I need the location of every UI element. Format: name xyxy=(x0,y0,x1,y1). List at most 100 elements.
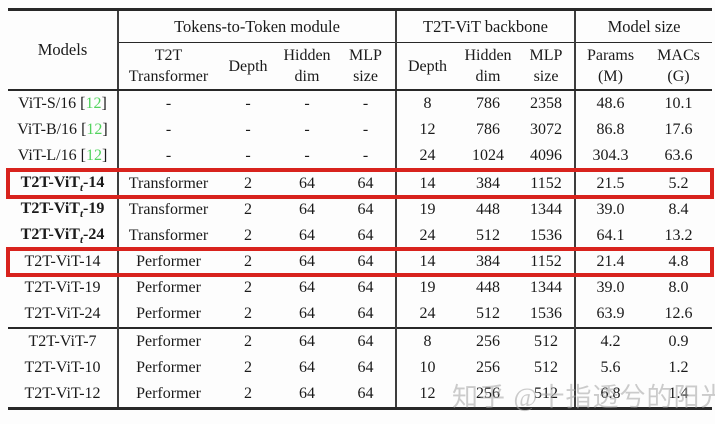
cell: 39.0 xyxy=(596,279,625,296)
cell: 1.4 xyxy=(668,385,689,402)
cell: 64 xyxy=(278,327,336,355)
cell: 448 xyxy=(476,279,500,296)
cell: 2 xyxy=(218,327,278,355)
cell: - xyxy=(304,95,310,112)
cell: 14 xyxy=(419,253,436,270)
cell: 256 xyxy=(458,327,518,355)
cell: 24 xyxy=(419,147,436,164)
cell: - xyxy=(245,95,251,112)
cell: 64 xyxy=(336,327,397,355)
cell: 64 xyxy=(336,381,397,409)
citation-number: 12 xyxy=(85,95,102,112)
cell: 384 xyxy=(476,253,500,270)
cell: 64 xyxy=(336,169,397,197)
cell: 21.4 xyxy=(596,253,625,270)
header-line: Hidden xyxy=(283,47,331,64)
cell: 512 xyxy=(476,305,500,322)
header-line: size xyxy=(353,68,378,85)
cell: 2 xyxy=(244,279,252,296)
cell: 1152 xyxy=(518,249,576,275)
column-header-macs: MACs (G) xyxy=(645,42,713,91)
column-header-t2t-hidden-dim: Hidden dim xyxy=(278,42,336,91)
cell: - xyxy=(245,147,251,164)
cell: - xyxy=(304,121,310,138)
cell: Transformer xyxy=(128,201,209,218)
cell: 64 xyxy=(336,197,397,223)
column-header-backbone-depth: Depth xyxy=(396,42,458,91)
cell: 12.6 xyxy=(664,305,693,322)
column-group-t2t-vit-backbone: T2T-ViT backbone xyxy=(396,9,576,43)
cell: 256 xyxy=(476,385,500,402)
table-row: T2T-ViT-14 Performer 2 64 64 14 384 1152 21.4 4.8 xyxy=(5,247,715,277)
cell: Performer xyxy=(136,305,201,322)
cell: 13.2 xyxy=(664,227,693,244)
header-group-row: Models Tokens-to-Token module T2T-ViT ba… xyxy=(8,9,713,91)
cell: 64 xyxy=(336,223,397,249)
cell: 14 xyxy=(396,169,458,197)
header-line: Depth xyxy=(407,57,448,75)
cell: 64 xyxy=(336,249,397,275)
cell: 21.5 xyxy=(575,169,645,197)
cell: 19 xyxy=(419,201,436,218)
citation-number: 12 xyxy=(86,121,103,138)
column-header-t2t-mlp-size: MLP size xyxy=(336,42,397,91)
cell: 2 xyxy=(244,385,252,402)
cell: Transformer xyxy=(128,227,209,244)
model-name: ViT-B/16 [12] xyxy=(8,117,119,143)
cell: 3072 xyxy=(518,117,576,143)
cell: 448 xyxy=(476,201,500,218)
column-header-t2t-depth: Depth xyxy=(218,42,278,91)
cell: 2 xyxy=(244,227,252,244)
column-header-params: Params (M) xyxy=(575,42,645,91)
cell: 64 xyxy=(336,275,397,301)
header-line: dim xyxy=(294,68,320,85)
cell: 8.0 xyxy=(668,279,689,296)
model-name: ViT-L/16 [12] xyxy=(8,143,119,170)
cell: 512 xyxy=(518,381,576,409)
header-line: Hidden xyxy=(464,47,512,64)
cell: Performer xyxy=(118,327,218,355)
cell: 2 xyxy=(244,253,252,270)
cell: 512 xyxy=(518,355,576,381)
cell: 5.2 xyxy=(645,169,713,197)
cell: 2 xyxy=(244,305,252,322)
header-line: Depth xyxy=(228,57,268,75)
model-name: T2T-ViT-19 xyxy=(8,275,119,301)
cell: 304.3 xyxy=(592,147,629,164)
table-row: T2T-ViTt-19 Transformer 2 64 64 19 448 1344 39.0… xyxy=(8,197,712,223)
cell: 384 xyxy=(458,169,518,197)
cell: Transformer xyxy=(118,169,218,197)
cell: 1024 xyxy=(472,147,504,164)
model-name: T2T-ViTt-19 xyxy=(8,197,119,223)
table-row: ViT-S/16 [12] - - - - 8 786 2358 48.6 10.1 xyxy=(8,90,712,117)
cell: 86.8 xyxy=(596,121,625,138)
table-row: ViT-L/16 [12] - - - - 24 1024 4096 304.3 63.6 xyxy=(8,143,712,170)
header-sub-row: T2T Transformer Depth Hidden dim MLP siz… xyxy=(8,42,713,91)
header-line: size xyxy=(533,68,559,85)
column-header-t2t-transformer: T2T Transformer xyxy=(118,42,218,91)
cell: 64 xyxy=(299,227,315,244)
cell: 64 xyxy=(299,385,315,402)
citation-number: 12 xyxy=(85,147,102,164)
cell: 5.6 xyxy=(600,359,621,376)
cell: 1344 xyxy=(518,197,576,223)
table-row: T2T-ViTt-14 Transformer 2 64 64 14 384 1152 21.5… xyxy=(5,168,715,199)
cell: 8 xyxy=(396,327,458,355)
cell: 1536 xyxy=(518,223,576,249)
table-row: T2T-ViT-7 Performer 2 64 64 8 256 512 4.2 0.9 xyxy=(8,327,713,355)
cell: 512 xyxy=(518,327,576,355)
header-line: Params xyxy=(586,47,635,64)
table-row: T2T-ViT-24 Performer 2 64 64 24 512 1536 63.9 12.… xyxy=(8,301,712,328)
column-header-backbone-mlp-size: MLP size xyxy=(518,42,576,91)
cell: 4096 xyxy=(518,143,576,170)
cell: 1152 xyxy=(518,169,576,197)
cell: 256 xyxy=(476,359,500,376)
cell: 64 xyxy=(278,169,336,197)
cell: 6.8 xyxy=(600,385,621,402)
cell: 64 xyxy=(299,305,315,322)
cell: - xyxy=(336,117,397,143)
cell: - xyxy=(336,143,397,170)
cell: 1536 xyxy=(518,301,576,328)
header-line: Transformer xyxy=(128,68,209,85)
